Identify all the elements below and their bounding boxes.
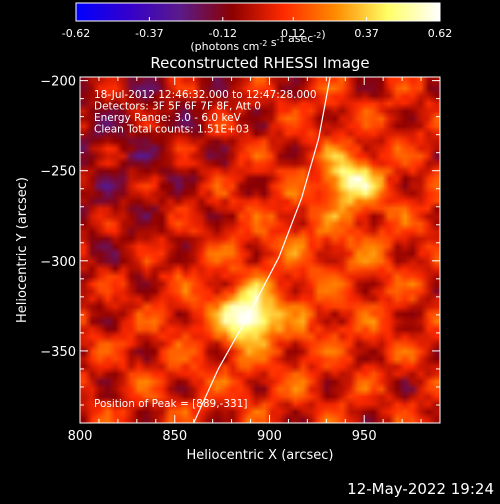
colorbar-tick-label: -0.37 <box>135 27 163 40</box>
plot-frame <box>79 76 441 424</box>
x-tick-label: 900 <box>257 429 282 444</box>
x-tick-label: 800 <box>68 429 93 444</box>
chart-title: Reconstructed RHESSI Image <box>150 54 369 72</box>
y-tick-label: −200 <box>40 75 76 90</box>
colorbar-tick-label: 0.62 <box>428 27 453 40</box>
colorbar-tick-label: 0.37 <box>354 27 379 40</box>
y-tick-label: −300 <box>40 255 76 270</box>
colorbar-unit-label: (photons cm-2 s-1 asec-2) <box>190 28 325 53</box>
peak-position-label: Position of Peak = [889,-331] <box>94 398 248 410</box>
colorbar-tick-label: 0.12 <box>281 27 306 40</box>
annotation-line: Energy Range: 3.0 - 6.0 keV <box>94 112 242 124</box>
annotation-line: Detectors: 3F 5F 6F 7F 8F, Att 0 <box>94 101 261 113</box>
colorbar-tick-label: -0.12 <box>209 27 237 40</box>
colorbar <box>75 2 441 22</box>
x-axis-label: Heliocentric X (arcsec) <box>187 448 334 463</box>
y-tick-label: −250 <box>40 165 76 180</box>
annotation-line: 18-Jul-2012 12:46:32.000 to 12:47:28.000 <box>94 89 317 101</box>
y-tick-label: −350 <box>40 345 76 360</box>
heatmap-image <box>80 77 440 423</box>
colorbar-tick-label: -0.62 <box>62 27 90 40</box>
y-axis-label: Heliocentric Y (arcsec) <box>15 177 30 323</box>
footer-timestamp: 12-May-2022 19:24 <box>347 480 494 498</box>
x-tick-label: 850 <box>162 429 187 444</box>
annotation-line: Clean Total counts: 1.51E+03 <box>94 124 249 136</box>
x-tick-label: 950 <box>352 429 377 444</box>
solar-limb-curve <box>193 76 331 424</box>
